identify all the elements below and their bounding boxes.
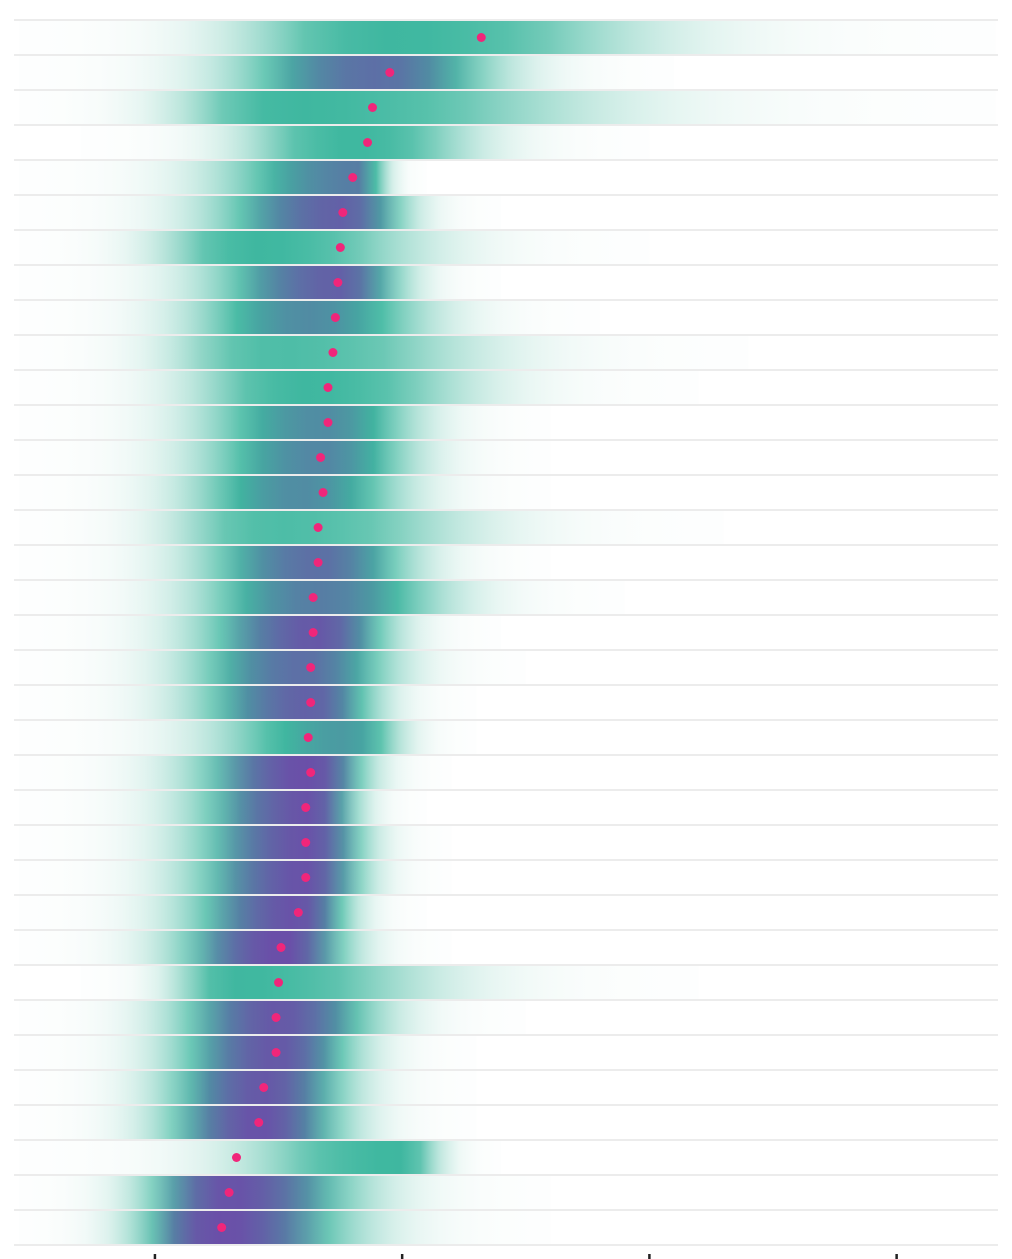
point-estimate — [328, 348, 338, 357]
point-estimate — [217, 1223, 227, 1232]
density-band — [18, 161, 427, 194]
point-estimates — [217, 33, 486, 1232]
density-band — [18, 476, 551, 509]
point-estimate — [232, 1153, 242, 1162]
point-estimate — [306, 663, 316, 672]
point-estimate — [254, 1118, 264, 1127]
point-estimate — [316, 453, 326, 462]
point-estimate — [323, 383, 333, 392]
density-band — [18, 931, 452, 964]
density-band — [18, 371, 699, 404]
density-band — [18, 826, 452, 859]
point-estimate — [363, 138, 373, 147]
point-estimate — [301, 803, 311, 812]
density-band — [18, 266, 502, 299]
density-band — [18, 896, 427, 929]
point-estimate — [333, 278, 343, 287]
point-estimate — [348, 173, 358, 182]
density-band — [18, 1036, 477, 1069]
point-estimate — [338, 208, 348, 217]
density-band — [18, 21, 996, 54]
point-estimate — [271, 1013, 281, 1022]
point-estimate — [367, 103, 377, 112]
point-estimate — [303, 733, 313, 742]
point-estimate — [271, 1048, 281, 1057]
density-band — [18, 546, 551, 579]
density-band — [18, 1141, 502, 1174]
density-band — [18, 1071, 477, 1104]
density-band — [18, 1211, 551, 1244]
density-band — [18, 861, 452, 894]
point-estimate — [313, 558, 323, 567]
point-estimate — [306, 768, 316, 777]
density-band — [18, 511, 724, 544]
density-band — [18, 406, 551, 439]
density-band — [80, 966, 699, 999]
density-band — [18, 1106, 477, 1139]
density-band — [18, 441, 551, 474]
x-axis — [14, 19, 998, 1259]
density-band — [18, 651, 526, 684]
density-band — [18, 301, 600, 334]
point-estimate — [308, 628, 318, 637]
density-band — [18, 336, 749, 369]
density-band — [18, 581, 625, 614]
density-band — [18, 196, 502, 229]
point-estimate — [259, 1083, 269, 1092]
point-estimate — [385, 68, 395, 77]
density-band — [18, 231, 650, 264]
point-estimate — [476, 33, 486, 42]
point-estimate — [224, 1188, 234, 1197]
point-estimate — [318, 488, 328, 497]
point-estimate — [293, 908, 303, 917]
point-estimate — [301, 838, 311, 847]
point-estimate — [306, 698, 316, 707]
density-band — [18, 756, 452, 789]
point-estimate — [335, 243, 345, 252]
point-estimate — [276, 943, 286, 952]
point-estimate — [274, 978, 284, 987]
density-band — [18, 721, 477, 754]
point-estimate — [301, 873, 311, 882]
density-band — [18, 91, 996, 124]
point-estimate — [330, 313, 340, 322]
density-band — [18, 616, 502, 649]
density-band — [18, 56, 675, 89]
density-rows — [14, 21, 998, 1246]
point-estimate — [313, 523, 323, 532]
density-band — [18, 791, 427, 824]
point-estimate — [323, 418, 333, 427]
density-band — [18, 686, 477, 719]
point-estimate — [308, 593, 318, 602]
density-band — [18, 1176, 551, 1209]
